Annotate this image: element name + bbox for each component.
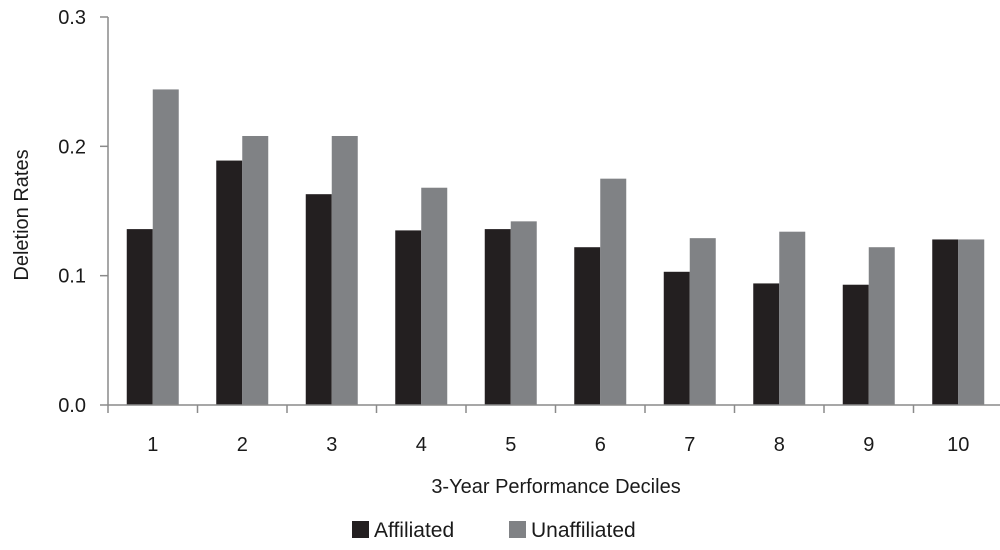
bar-affiliated-1 (126, 229, 153, 405)
bar-unaffiliated-1 (152, 89, 179, 405)
x-tick-label: 1 (147, 434, 158, 456)
legend-label-unaffiliated: Unaffiliated (531, 519, 636, 542)
bar-unaffiliated-5 (510, 221, 537, 405)
x-tick-label: 4 (416, 434, 427, 456)
bar-affiliated-8 (753, 283, 780, 405)
bar-unaffiliated-6 (600, 178, 627, 405)
bar-unaffiliated-3 (331, 135, 358, 405)
bar-affiliated-9 (842, 284, 869, 405)
legend-swatch-unaffiliated (509, 521, 526, 538)
bar-unaffiliated-2 (242, 135, 269, 405)
x-tick-label: 3 (326, 434, 337, 456)
bar-affiliated-7 (663, 271, 690, 405)
x-axis-title: 3-Year Performance Deciles (431, 476, 680, 498)
bar-affiliated-3 (305, 194, 332, 405)
legend-swatch-affiliated (352, 521, 369, 538)
bar-affiliated-6 (574, 247, 601, 405)
x-tick-label: 8 (774, 434, 785, 456)
legend: Affiliated Unaffiliated (352, 519, 636, 542)
bars-group (126, 89, 985, 405)
y-tick-label: 0.2 (58, 136, 86, 158)
y-tick-label: 0.3 (58, 7, 86, 29)
bar-affiliated-5 (484, 229, 511, 405)
x-tick-label: 6 (595, 434, 606, 456)
bar-affiliated-4 (395, 230, 422, 405)
y-tick-label: 0.0 (58, 395, 86, 417)
legend-label-affiliated: Affiliated (374, 519, 454, 542)
bar-unaffiliated-9 (868, 247, 895, 405)
bar-unaffiliated-10 (958, 239, 985, 405)
x-tick-label: 7 (684, 434, 695, 456)
bar-unaffiliated-7 (689, 238, 716, 405)
bar-unaffiliated-8 (779, 231, 806, 405)
y-tick-label: 0.1 (58, 266, 86, 288)
x-ticks-group: 1 2 3 4 5 6 7 8 9 10 (107, 405, 969, 456)
bar-affiliated-2 (216, 160, 243, 405)
bar-affiliated-10 (932, 239, 959, 405)
y-ticks-group: 0.0 0.1 0.2 0.3 (58, 7, 108, 417)
x-tick-label: 5 (505, 434, 516, 456)
y-axis-title: Deletion Rates (11, 149, 33, 280)
bar-unaffiliated-4 (421, 187, 448, 405)
x-tick-label: 9 (863, 434, 874, 456)
x-tick-label: 2 (237, 434, 248, 456)
x-tick-label: 10 (947, 434, 969, 456)
